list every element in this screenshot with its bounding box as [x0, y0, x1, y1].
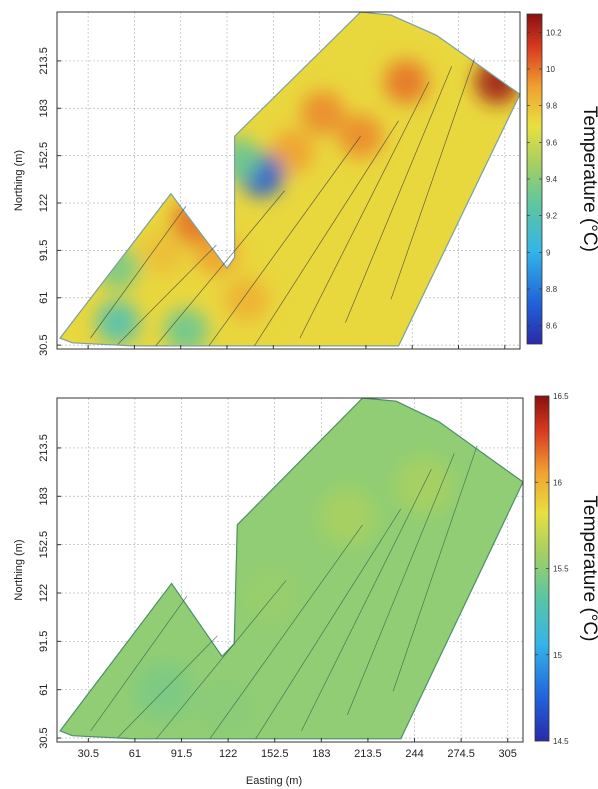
- x-tick-label: 91.5: [171, 748, 192, 760]
- x-tick-label: 274.5: [447, 748, 475, 760]
- colorbar-tick-label: 14.5: [553, 737, 569, 746]
- x-tick-label: 122: [219, 748, 237, 760]
- x-tick-label: 61: [129, 748, 141, 760]
- temperature-anomaly: [141, 230, 186, 275]
- temperature-anomaly: [224, 277, 269, 322]
- x-tick-label: 213.5: [354, 748, 382, 760]
- y-tick-label: 213.5: [38, 47, 50, 75]
- y-axis-label: Northing (m): [13, 539, 25, 600]
- x-tick-label: 305: [499, 748, 517, 760]
- y-tick-label: 61: [38, 684, 50, 696]
- x-axis-label: Easting (m): [246, 775, 302, 787]
- transect-line: [117, 244, 217, 345]
- colorbar-tick-label: 9.8: [546, 102, 558, 111]
- temperature-anomaly: [319, 488, 376, 545]
- colorbar-label: Temperature (°C): [579, 106, 598, 252]
- temperature-anomaly: [95, 300, 140, 345]
- transect-line: [254, 120, 399, 347]
- x-tick-label: 244: [405, 748, 423, 760]
- y-tick-label: 91.5: [38, 240, 50, 261]
- y-tick-label: 183: [38, 487, 50, 505]
- colorbar-tick-label: 16: [553, 478, 562, 487]
- y-tick-label: 122: [38, 194, 50, 212]
- temperature-anomaly: [300, 90, 345, 135]
- x-tick-label: 30.5: [78, 748, 99, 760]
- x-tick-label: 152.5: [261, 748, 289, 760]
- transect-line: [301, 469, 432, 732]
- y-tick-label: 61: [38, 292, 50, 304]
- y-tick-label: 30.5: [38, 334, 50, 355]
- transect-line: [390, 58, 475, 300]
- temperature-anomaly: [384, 59, 429, 104]
- colorbar-tick-label: 16.5: [553, 392, 569, 401]
- transect-line: [209, 524, 363, 740]
- colorbar-tick-label: 9.6: [546, 138, 558, 147]
- y-axis-label: Northing (m): [13, 150, 25, 211]
- colorbar-tick-label: 10: [546, 65, 555, 74]
- y-tick-label: 30.5: [38, 727, 50, 748]
- chart-panel-top: 30.5 61 91.5 122 152.5 183 213.5 Northing (m) 8.…: [13, 11, 598, 356]
- temperature-anomaly: [197, 679, 254, 736]
- y-tick-label: 152.5: [38, 142, 50, 170]
- field-boundary: [59, 11, 521, 347]
- transect-line: [299, 81, 430, 339]
- temperature-anomaly: [270, 129, 315, 174]
- plot-frame: [56, 11, 521, 350]
- transect-line: [208, 136, 361, 347]
- transect-line: [156, 580, 287, 740]
- colorbar-tick-label: 10.2: [546, 28, 562, 37]
- y-tick-label: 91.5: [38, 631, 50, 652]
- colorbar-tick-label: 8.6: [546, 322, 558, 331]
- transect-line: [255, 508, 402, 740]
- colorbar-tick-label: 8.8: [546, 285, 558, 294]
- y-tick-label: 213.5: [38, 434, 50, 462]
- colorbar-label: Temperature (°C): [579, 496, 598, 642]
- field-boundary: [59, 397, 524, 740]
- y-tick-label: 183: [38, 99, 50, 117]
- x-tick-label: 183: [312, 748, 330, 760]
- transect-line: [117, 635, 218, 738]
- transect-line: [392, 445, 478, 692]
- transect-line: [346, 453, 455, 716]
- temperature-anomaly: [135, 663, 192, 720]
- transect-line: [155, 190, 285, 347]
- temperature-anomaly: [164, 308, 209, 346]
- transect-line: [345, 66, 453, 323]
- temperature-anomaly: [242, 568, 299, 625]
- colorbar-tick-label: 15: [553, 651, 562, 660]
- y-tick-label: 122: [38, 584, 50, 602]
- colorbar-tick-label: 9.4: [546, 175, 558, 184]
- colorbar-tick-label: 15.5: [553, 565, 569, 574]
- transect-line: [90, 205, 187, 339]
- colorbar-tick-label: 9.2: [546, 212, 558, 221]
- plot-frame: [56, 397, 524, 743]
- transect-line: [90, 595, 188, 732]
- y-tick-label: 152.5: [38, 531, 50, 559]
- chart-panel-bottom: 30.5 61 91.5 122 152.5 183 213.5 30.5 61 91.5 122 1…: [13, 392, 598, 787]
- colorbar-tick-label: 9: [546, 248, 551, 257]
